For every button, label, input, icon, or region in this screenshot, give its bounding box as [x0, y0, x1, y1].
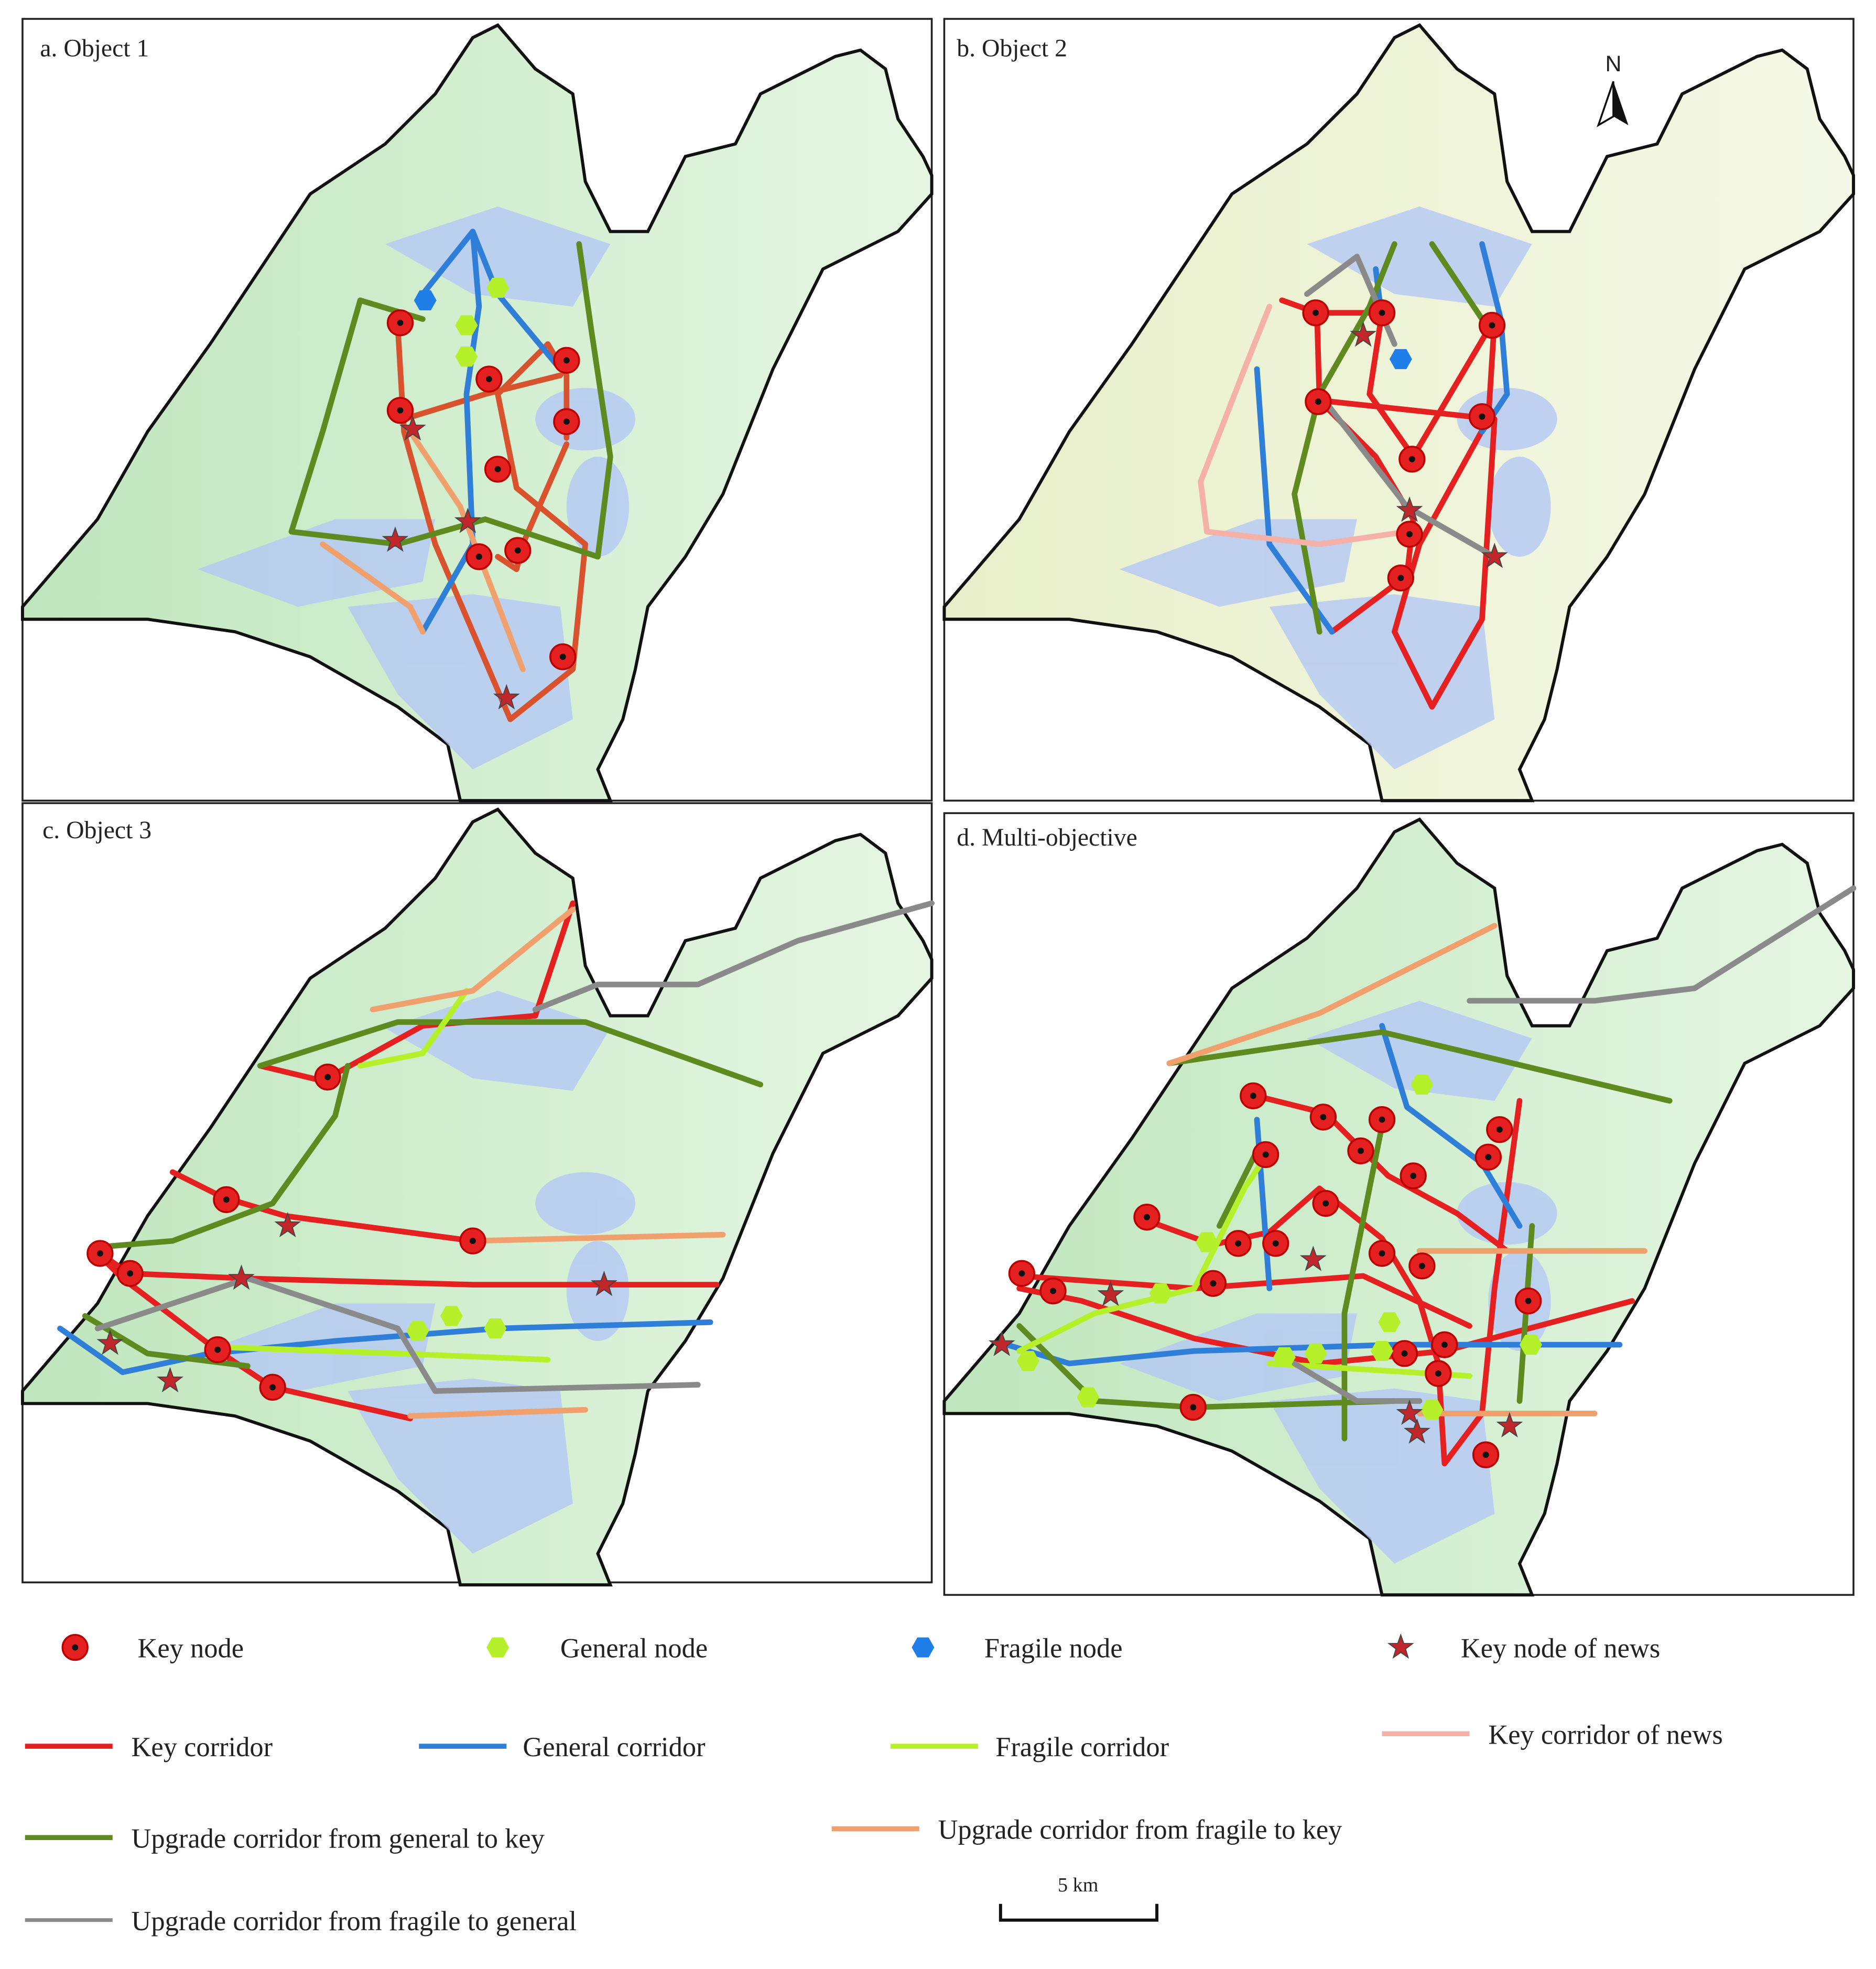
legend-label: General corridor: [523, 1732, 706, 1762]
north-arrow: N: [1597, 51, 1629, 127]
legend-label: Fragile corridor: [995, 1732, 1169, 1762]
panel-b: N b. Object 2: [944, 18, 1853, 800]
legend-label: Key corridor: [132, 1732, 273, 1762]
legend-label: Upgrade corridor from general to key: [132, 1823, 545, 1854]
panel-title: d. Multi-objective: [957, 824, 1137, 851]
panel-title: a. Object 1: [40, 35, 149, 62]
panel-c: c. Object 3: [23, 802, 935, 1585]
legend: Key node General node Fragile node Key n…: [25, 1633, 1723, 1936]
legend-label: General node: [560, 1633, 708, 1664]
panel-title: c. Object 3: [42, 816, 151, 844]
panel-a: a. Object 1: [23, 18, 932, 800]
legend-label: Key node of news: [1461, 1633, 1660, 1664]
scale-label: 5 km: [1058, 1874, 1099, 1896]
legend-label: Fragile node: [984, 1633, 1123, 1664]
legend-label: Key corridor of news: [1488, 1719, 1722, 1750]
legend-label: Upgrade corridor from fragile to general: [132, 1906, 577, 1936]
legend-label: Upgrade corridor from fragile to key: [938, 1815, 1342, 1845]
scale-bar: 5 km: [999, 1874, 1159, 1922]
legend-label: Key node: [137, 1633, 244, 1664]
north-label: N: [1605, 51, 1621, 77]
panel-title: b. Object 2: [957, 35, 1067, 62]
panel-d: d. Multi-objective: [944, 812, 1857, 1595]
